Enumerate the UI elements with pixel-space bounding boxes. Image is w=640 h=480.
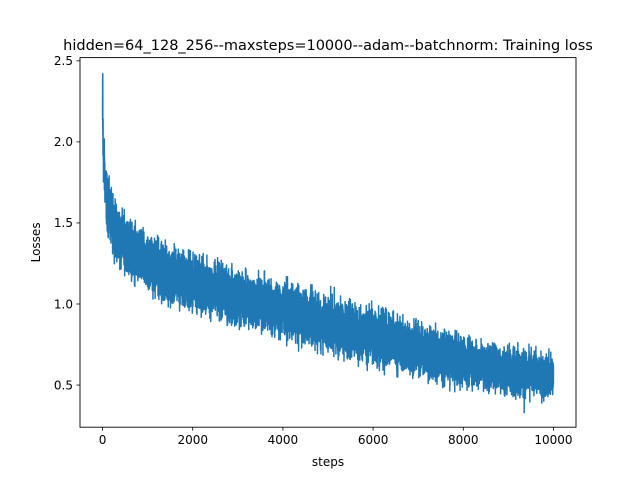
chart-title: hidden=64_128_256--maxsteps=10000--adam-… <box>63 38 593 54</box>
y-axis-label: Losses <box>29 222 43 262</box>
y-tick-label: 2.0 <box>54 135 73 149</box>
x-tick-label: 4000 <box>268 433 299 447</box>
y-tick-label: 1.0 <box>54 297 73 311</box>
x-tick-label: 10000 <box>534 433 572 447</box>
loss-series-line <box>101 73 555 414</box>
y-axis-ticks: 0.5 1.0 1.5 2.0 2.5 <box>54 54 80 392</box>
y-tick-label: 0.5 <box>54 378 73 392</box>
y-tick-label: 1.5 <box>54 216 73 230</box>
x-tick-label: 8000 <box>448 433 479 447</box>
x-tick-label: 0 <box>99 433 107 447</box>
x-tick-label: 2000 <box>177 433 208 447</box>
axes-frame <box>79 57 577 428</box>
x-axis-label: steps <box>312 455 344 469</box>
x-tick-label: 6000 <box>358 433 389 447</box>
plot-area <box>101 73 555 414</box>
y-tick-label: 2.5 <box>54 54 73 68</box>
x-axis-ticks: 0 2000 4000 6000 8000 10000 <box>99 427 573 447</box>
